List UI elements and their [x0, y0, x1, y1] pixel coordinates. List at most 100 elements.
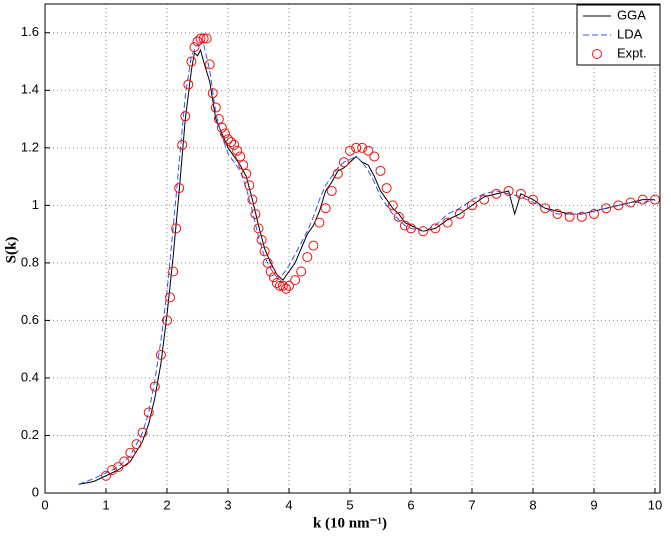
data-point: [479, 194, 490, 205]
x-tick-label: 6: [407, 497, 414, 512]
data-point: [262, 257, 273, 268]
data-point: [399, 220, 410, 231]
data-point: [601, 203, 612, 214]
data-point: [216, 122, 227, 133]
data-point: [406, 223, 416, 234]
data-point: [131, 439, 142, 450]
data-point: [625, 197, 636, 208]
data-point: [174, 183, 185, 194]
data-point: [454, 208, 465, 219]
data-point: [637, 194, 648, 205]
y-tick-label: 1.6: [21, 24, 39, 39]
data-point: [256, 234, 267, 245]
data-point: [576, 211, 587, 222]
data-point: [207, 88, 218, 99]
y-tick-label: 1.2: [21, 139, 39, 154]
data-point: [491, 188, 502, 199]
data-point: [229, 139, 240, 150]
data-point: [314, 217, 325, 228]
data-point: [201, 33, 212, 44]
data-point: [515, 188, 526, 199]
data-point: [232, 145, 243, 156]
data-point: [345, 145, 355, 156]
data-point: [442, 217, 453, 228]
x-tick-label: 7: [468, 497, 475, 512]
data-point: [387, 200, 398, 211]
y-tick-label: 0.4: [21, 369, 39, 384]
data-point: [375, 165, 386, 176]
x-tick-label: 8: [529, 497, 536, 512]
x-tick-label: 0: [41, 497, 48, 512]
x-tick-label: 1: [102, 497, 109, 512]
y-axis-label: S(k): [3, 237, 19, 264]
data-point: [320, 203, 331, 214]
data-point: [247, 194, 258, 205]
plot-frame: [44, 3, 661, 494]
plot-area: [45, 4, 660, 493]
x-axis-label: k (10 nm⁻¹): [313, 515, 387, 531]
data-point: [125, 447, 136, 458]
data-point: [107, 464, 118, 475]
data-point: [589, 208, 599, 219]
data-point: [238, 160, 249, 171]
x-tick-label: 9: [590, 497, 597, 512]
data-point: [223, 134, 233, 145]
data-point: [192, 36, 203, 47]
data-point: [143, 407, 154, 418]
data-point: [290, 275, 301, 286]
data-point: [180, 111, 191, 122]
data-point: [162, 315, 172, 326]
data-point: [113, 462, 124, 473]
data-point: [210, 102, 221, 113]
data-point: [277, 280, 288, 291]
data-point: [363, 145, 374, 156]
data-point: [369, 151, 380, 162]
data-point: [552, 208, 563, 219]
data-point: [165, 292, 176, 303]
data-line: [78, 48, 655, 485]
data-point: [226, 137, 237, 148]
data-point: [198, 33, 209, 44]
data-point: [235, 151, 246, 162]
data-point: [241, 168, 252, 179]
y-tick-label: 0.8: [21, 254, 39, 269]
data-point: [467, 200, 477, 211]
data-point: [381, 183, 392, 194]
x-tick-label: 4: [285, 497, 292, 512]
data-point: [268, 272, 279, 283]
y-tick-label: 1.4: [21, 82, 39, 97]
data-point: [183, 79, 194, 90]
data-point: [244, 180, 255, 191]
data-point: [171, 223, 182, 234]
data-point: [253, 223, 264, 234]
data-point: [613, 200, 624, 211]
data-point: [101, 470, 111, 481]
data-point: [250, 208, 261, 219]
data-point: [204, 59, 215, 70]
legend-label: Expt.: [617, 45, 647, 60]
data-point: [177, 139, 188, 150]
legend-label: LDA: [617, 26, 643, 41]
data-point: [338, 157, 349, 168]
data-point: [195, 33, 206, 44]
data-point: [564, 211, 575, 222]
y-tick-label: 1: [32, 197, 39, 212]
data-line: [78, 43, 656, 485]
data-point: [503, 185, 514, 196]
data-point: [302, 252, 313, 263]
data-point: [265, 266, 276, 277]
data-point: [259, 246, 270, 257]
legend-marker: [592, 49, 602, 59]
legend-label: GGA: [617, 7, 646, 22]
data-point: [189, 42, 200, 53]
data-point: [540, 203, 551, 214]
data-point: [296, 266, 307, 277]
data-point: [393, 211, 404, 222]
data-point: [168, 266, 179, 277]
data-point: [137, 427, 148, 438]
data-point: [280, 283, 291, 294]
data-point: [284, 280, 294, 291]
y-tick-label: 0.2: [21, 427, 39, 442]
